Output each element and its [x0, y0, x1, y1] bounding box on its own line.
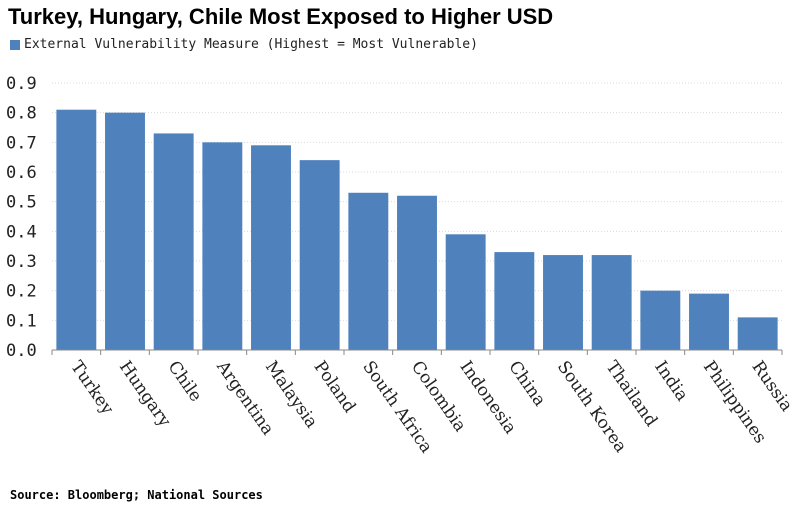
- bar-india: [640, 290, 681, 350]
- legend-swatch: [10, 39, 20, 50]
- bar-russia: [737, 317, 778, 350]
- x-tick-label: Turkey: [66, 357, 117, 418]
- y-tick-label: 0.6: [6, 163, 37, 183]
- bar-south-korea: [543, 255, 583, 350]
- x-tick-label: India: [650, 357, 692, 405]
- y-tick-label: 0.8: [6, 104, 37, 124]
- bar-malaysia: [251, 145, 291, 350]
- bar-china: [494, 252, 535, 350]
- chart-title: Turkey, Hungary, Chile Most Exposed to H…: [8, 4, 554, 29]
- bar-south-africa: [348, 192, 389, 350]
- y-tick-label: 0.2: [6, 282, 37, 302]
- bar-chile: [153, 133, 194, 350]
- y-tick-label: 0.4: [6, 222, 37, 242]
- y-tick-label: 0.7: [6, 133, 37, 153]
- bar-thailand: [591, 255, 632, 350]
- bar-indonesia: [445, 234, 486, 350]
- source-note: Source: Bloomberg; National Sources: [10, 488, 263, 502]
- bar-hungary: [105, 112, 145, 351]
- x-tick-label: China: [504, 357, 549, 410]
- bar-argentina: [202, 142, 243, 350]
- y-tick-label: 0.3: [6, 252, 37, 272]
- legend: External Vulnerability Measure (Highest …: [10, 37, 478, 52]
- y-tick-label: 0.1: [6, 311, 37, 331]
- x-tick-label: Russia: [748, 357, 797, 415]
- legend-label: External Vulnerability Measure (Highest …: [24, 37, 478, 52]
- bar-poland: [299, 160, 340, 350]
- bar-turkey: [56, 109, 97, 350]
- y-tick-label: 0.0: [6, 341, 37, 361]
- y-tick-label: 0.5: [6, 193, 37, 213]
- bar-philippines: [689, 293, 729, 350]
- y-tick-label: 0.9: [6, 74, 37, 94]
- x-tick-label: Chile: [164, 357, 206, 405]
- x-tick-label: Poland: [310, 357, 360, 416]
- bar-colombia: [397, 195, 437, 350]
